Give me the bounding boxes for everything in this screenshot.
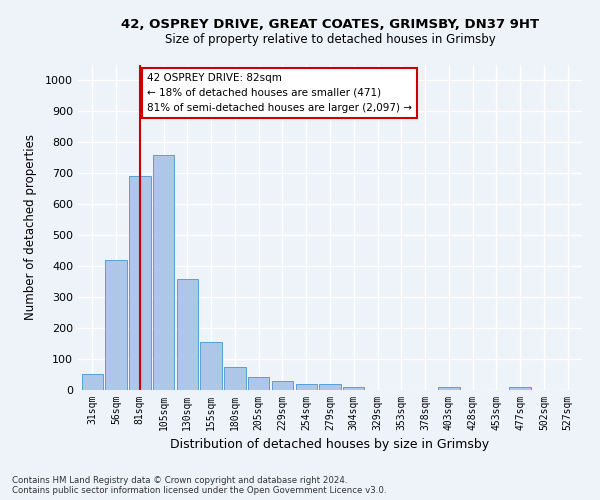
Bar: [509, 387, 531, 390]
Bar: [129, 176, 151, 390]
Y-axis label: Number of detached properties: Number of detached properties: [24, 134, 37, 320]
Bar: [248, 377, 269, 390]
Bar: [343, 387, 364, 390]
Bar: [319, 384, 341, 390]
Bar: [438, 387, 460, 390]
Text: 42 OSPREY DRIVE: 82sqm
← 18% of detached houses are smaller (471)
81% of semi-de: 42 OSPREY DRIVE: 82sqm ← 18% of detached…: [147, 73, 412, 112]
Bar: [200, 342, 222, 390]
Bar: [272, 382, 293, 390]
Bar: [106, 260, 127, 390]
Text: 42, OSPREY DRIVE, GREAT COATES, GRIMSBY, DN37 9HT: 42, OSPREY DRIVE, GREAT COATES, GRIMSBY,…: [121, 18, 539, 30]
Bar: [176, 278, 198, 390]
Text: Contains HM Land Registry data © Crown copyright and database right 2024.
Contai: Contains HM Land Registry data © Crown c…: [12, 476, 386, 495]
Text: Size of property relative to detached houses in Grimsby: Size of property relative to detached ho…: [164, 32, 496, 46]
Bar: [224, 367, 245, 390]
X-axis label: Distribution of detached houses by size in Grimsby: Distribution of detached houses by size …: [170, 438, 490, 452]
Bar: [82, 374, 103, 390]
Bar: [296, 384, 317, 390]
Bar: [153, 155, 174, 390]
